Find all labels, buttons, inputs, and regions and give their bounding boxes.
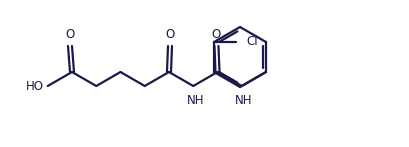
- Text: NH: NH: [235, 94, 252, 107]
- Text: O: O: [65, 28, 74, 41]
- Text: Cl: Cl: [246, 35, 258, 49]
- Text: NH: NH: [187, 94, 204, 107]
- Text: O: O: [212, 28, 221, 41]
- Text: HO: HO: [26, 80, 44, 92]
- Text: O: O: [165, 28, 175, 41]
